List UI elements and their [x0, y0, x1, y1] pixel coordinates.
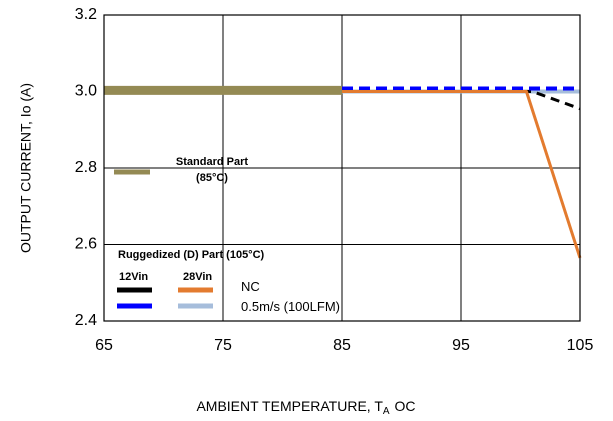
plot-frame: [103, 14, 581, 322]
x-tick-label: 95: [452, 337, 470, 354]
legend-standard: Standard Part (85°C): [114, 156, 248, 184]
legend-standard-line1: Standard Part: [176, 156, 248, 168]
x-axis-title-unit: OC: [395, 398, 416, 414]
series-group: [104, 85, 582, 259]
legend-row-05ms: 0.5m/s (100LFM): [241, 299, 340, 314]
legend-rugged-title: Ruggedized (D) Part (105°C): [118, 249, 265, 261]
y-tick-labels: 2.4 2.6 2.8 3.0 3.2: [75, 6, 97, 329]
x-axis-title-main: AMBIENT TEMPERATURE, T: [196, 398, 383, 414]
x-tick-label: 65: [95, 337, 113, 354]
legend-col-28vin: 28Vin: [183, 271, 212, 283]
legend-row-nc: NC: [241, 279, 260, 294]
x-tick-label: 85: [333, 337, 351, 354]
x-tick-labels: 65 75 85 95 105: [95, 337, 593, 354]
y-tick-label: 3.0: [75, 83, 97, 100]
y-tick-label: 2.8: [75, 159, 97, 176]
y-axis-title: OUTPUT CURRENT, Io (A): [18, 83, 34, 253]
legend-col-12vin: 12Vin: [119, 271, 148, 283]
x-axis-title-sub: A: [383, 406, 390, 417]
legend-standard-line2: (85°C): [196, 172, 228, 184]
legend-ruggedized: Ruggedized (D) Part (105°C) 12Vin 28Vin …: [117, 249, 340, 314]
y-tick-label: 3.2: [75, 6, 97, 23]
x-tick-label: 105: [567, 337, 594, 354]
y-tick-label: 2.4: [75, 312, 97, 329]
x-axis-title: AMBIENT TEMPERATURE, TA OC: [196, 398, 415, 417]
y-tick-label: 2.6: [75, 236, 97, 253]
series-line-28v_nc: [342, 90, 582, 259]
x-tick-label: 75: [214, 337, 232, 354]
